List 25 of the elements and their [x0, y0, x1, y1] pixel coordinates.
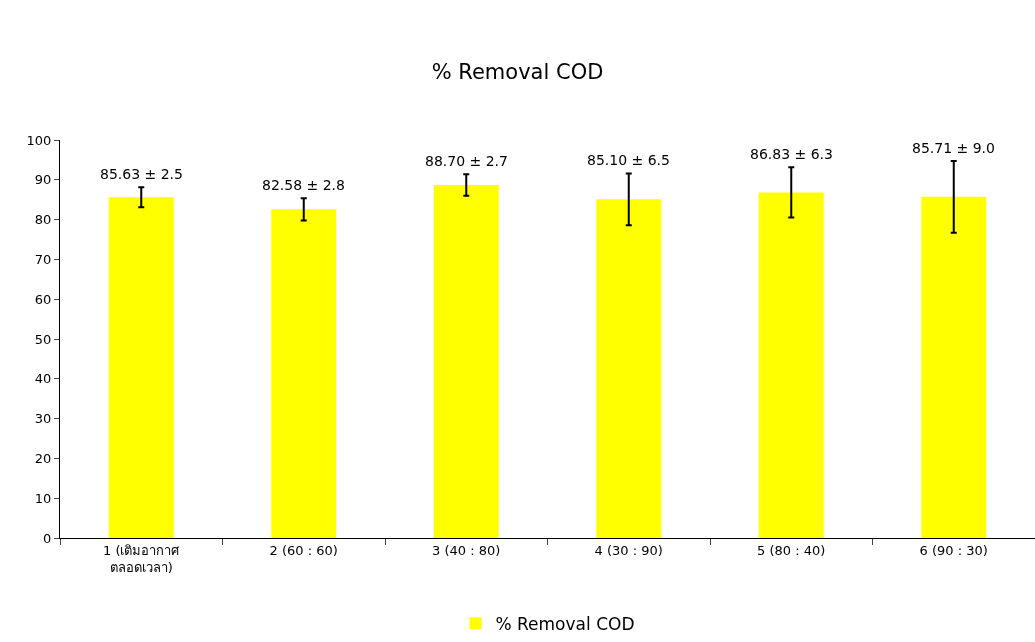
- x-tick-label: 6 (90 : 30): [919, 542, 988, 558]
- x-tick-label: 2 (60 : 60): [269, 542, 338, 558]
- y-tick-label: 10: [34, 490, 52, 506]
- data-label: 82.58 ± 2.8: [262, 177, 345, 193]
- data-label: 88.70 ± 2.7: [425, 153, 508, 169]
- y-tick-label: 90: [34, 172, 52, 188]
- x-tick-label: 1 (เติมอากาศ ตลอดเวลา): [103, 542, 181, 575]
- y-tick-label: 70: [34, 251, 52, 267]
- legend-label: % Removal COD: [495, 613, 635, 634]
- x-tick-label: 5 (80 : 40): [757, 542, 826, 558]
- y-tick-label: 0: [43, 530, 52, 546]
- y-tick-label: 50: [34, 331, 52, 347]
- y-tick-label: 30: [34, 411, 52, 427]
- data-label: 86.83 ± 6.3: [750, 146, 833, 162]
- data-label: 85.63 ± 2.5: [100, 166, 183, 182]
- y-tick-label: 80: [34, 212, 52, 228]
- y-tick-label: 40: [34, 371, 52, 387]
- data-label: 85.10 ± 6.5: [587, 152, 670, 168]
- x-tick-label: 3 (40 : 80): [432, 542, 501, 558]
- chart-title: % Removal COD: [431, 59, 604, 84]
- x-tick-label: 4 (30 : 90): [594, 542, 663, 558]
- y-tick-label: 20: [34, 450, 52, 466]
- data-label: 85.71 ± 9.0: [912, 140, 995, 156]
- y-tick-label: 60: [34, 291, 52, 307]
- y-tick-label: 100: [26, 132, 52, 148]
